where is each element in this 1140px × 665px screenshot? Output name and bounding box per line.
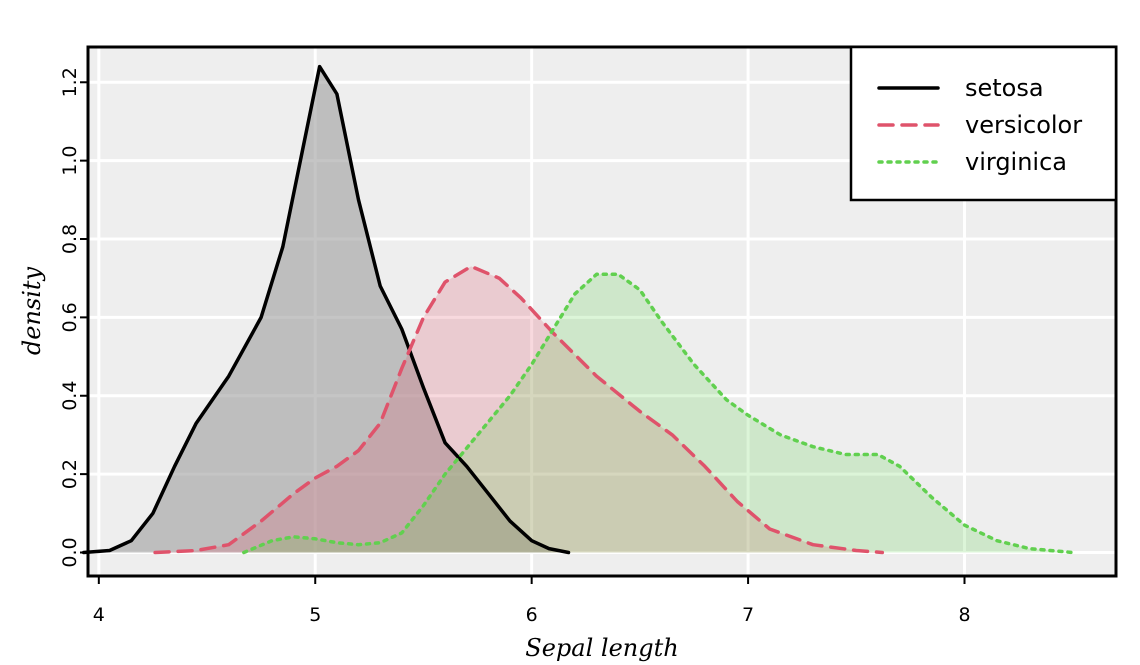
x-tick-label: 8	[958, 604, 970, 626]
y-tick-label: 1.2	[59, 67, 81, 97]
y-axis-title: density	[18, 266, 46, 355]
y-tick-label: 0.2	[59, 459, 81, 489]
x-tick-label: 4	[93, 604, 105, 626]
x-tick-label: 5	[309, 604, 321, 626]
legend-box	[849, 45, 1118, 202]
legend-label-versicolor: versicolor	[965, 111, 1082, 139]
y-tick-label: 1.0	[59, 145, 81, 175]
x-axis-ticks: 4 5 6 7 8	[93, 576, 971, 626]
line-virginica	[242, 272, 1075, 555]
line-versicolor	[153, 264, 885, 555]
y-axis-ticks: 0.0 0.2 0.4 0.6 0.8 1.0 1.2	[59, 67, 88, 568]
density-lines	[81, 64, 1075, 555]
plot-frame	[86, 45, 1118, 578]
x-tick-label: 6	[526, 604, 538, 626]
legend: setosa versicolor virginica	[849, 45, 1118, 202]
line-setosa	[81, 64, 571, 555]
y-tick-label: 0.8	[59, 224, 81, 254]
y-tick-label: 0.6	[59, 302, 81, 332]
x-axis-title: Sepal length	[525, 634, 678, 662]
area-virginica	[243, 274, 1073, 553]
area-versicolor	[155, 266, 883, 553]
density-areas	[83, 66, 1073, 553]
x-tick-label: 7	[742, 604, 754, 626]
y-tick-label: 0.0	[59, 537, 81, 567]
legend-label-virginica: virginica	[965, 148, 1067, 176]
area-setosa	[83, 66, 569, 553]
y-tick-label: 0.4	[59, 381, 81, 411]
legend-label-setosa: setosa	[965, 74, 1044, 102]
